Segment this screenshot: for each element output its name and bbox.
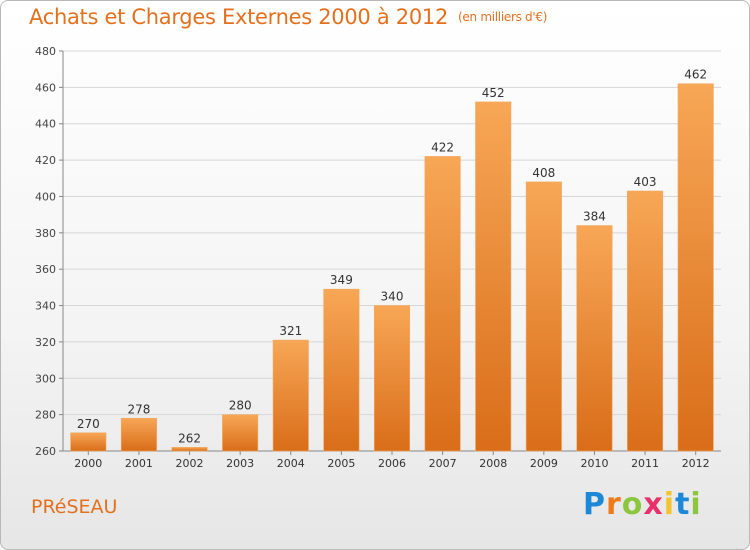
- y-tick-label: 360: [35, 263, 56, 276]
- y-tick-label: 380: [35, 227, 56, 240]
- x-tick-label: 2004: [277, 457, 305, 470]
- bar-2010: [576, 225, 613, 452]
- x-tick-label: 2000: [74, 457, 102, 470]
- bar-2009: [525, 181, 562, 452]
- data-label: 262: [178, 431, 201, 445]
- bar-2005: [323, 288, 360, 452]
- x-tick-label: 2003: [226, 457, 254, 470]
- x-tick-label: 2008: [479, 457, 507, 470]
- data-labels: 270 278 262 280 321 349 340 422 452 408 384 403 462: [77, 68, 707, 446]
- logo-letter: t: [675, 487, 691, 522]
- data-label: 403: [634, 175, 657, 189]
- x-tick-label: 2006: [378, 457, 406, 470]
- data-label: 340: [381, 290, 404, 304]
- chart-title-text: Achats et Charges Externes 2000 à 2012: [29, 5, 449, 29]
- y-tick-label: 300: [35, 372, 56, 385]
- logo-letter: i: [690, 487, 702, 522]
- data-label: 280: [229, 399, 252, 413]
- data-label: 408: [532, 166, 555, 180]
- y-tick-label: 460: [35, 81, 56, 94]
- data-label: 422: [431, 140, 454, 154]
- x-tick-label: 2009: [530, 457, 558, 470]
- proxiti-logo: Proxiti: [583, 487, 702, 522]
- logo-letter: i: [663, 487, 676, 522]
- x-tick-label: 2012: [682, 457, 710, 470]
- y-tick-label: 320: [35, 336, 56, 349]
- y-tick-label: 440: [35, 118, 56, 131]
- data-label: 349: [330, 273, 353, 287]
- x-tick-label: 2002: [176, 457, 204, 470]
- data-label: 384: [583, 210, 606, 224]
- data-label: 278: [127, 402, 150, 416]
- y-tick-label: 420: [35, 154, 56, 167]
- bar-2001: [120, 417, 157, 452]
- bar-2004: [272, 339, 309, 452]
- bar-2003: [222, 414, 259, 452]
- bars: [70, 83, 714, 452]
- data-label: 462: [684, 68, 707, 82]
- x-tick-label: 2001: [125, 457, 153, 470]
- bar-2006: [373, 305, 411, 452]
- x-tick-label: 2010: [580, 457, 608, 470]
- y-tick-label: 340: [35, 300, 56, 313]
- bar-2011: [627, 190, 664, 452]
- bar-2000: [70, 432, 107, 452]
- x-tick-label: 2007: [429, 457, 457, 470]
- logo-letter: P: [583, 487, 606, 522]
- bar-2002: [171, 447, 208, 452]
- x-tick-label: 2011: [631, 457, 659, 470]
- data-label: 270: [77, 417, 100, 431]
- x-tick-label: 2005: [327, 457, 355, 470]
- bar-2012: [677, 83, 714, 452]
- y-tick-label: 260: [35, 445, 56, 458]
- y-tick-label: 400: [35, 190, 56, 203]
- data-label: 452: [482, 86, 505, 100]
- chart-unit-note: (en milliers d'€): [458, 10, 548, 24]
- logo-letter: x: [643, 487, 664, 522]
- logo-letter: o: [621, 487, 644, 522]
- bar-2008: [475, 101, 512, 452]
- y-tick-label: 480: [35, 45, 56, 58]
- logo-letter: r: [606, 487, 622, 522]
- commune-name: PRéSEAU: [31, 496, 118, 518]
- data-label: 321: [279, 324, 302, 338]
- y-tick-label: 280: [35, 409, 56, 422]
- bar-2007: [424, 156, 461, 452]
- chart-title: Achats et Charges Externes 2000 à 2012 (e…: [29, 5, 547, 29]
